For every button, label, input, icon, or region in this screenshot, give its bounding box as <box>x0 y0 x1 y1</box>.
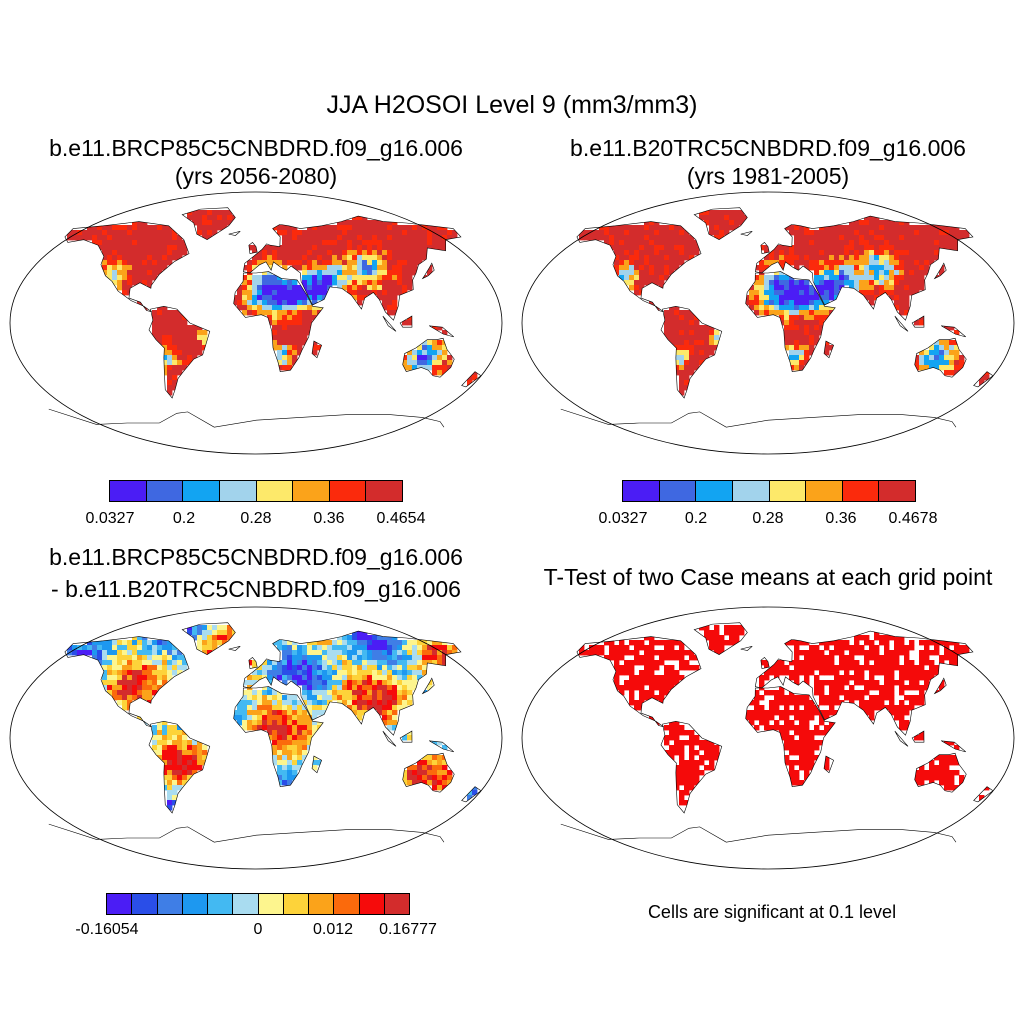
panel2-colorbar <box>622 480 916 502</box>
land-cells <box>579 210 990 396</box>
panel1-map <box>9 191 503 455</box>
coastlines <box>560 207 994 428</box>
colorbar-swatch <box>806 481 843 501</box>
colorbar-swatch <box>110 481 147 501</box>
colorbar-swatch <box>107 894 133 914</box>
map-boundary <box>521 606 1015 870</box>
panel2-colorbar-tick: 0.2 <box>684 510 708 527</box>
panel1-colorbar-tick: 0.0327 <box>85 510 135 527</box>
antarctica-coast <box>560 823 957 843</box>
panel2-colorbar-tick: 0.36 <box>825 510 857 527</box>
antarctica-coast <box>48 823 445 843</box>
colorbar-swatch <box>366 481 402 501</box>
colorbar-swatch <box>219 481 257 501</box>
antarctica-coast <box>48 408 445 428</box>
panel2-map <box>521 191 1015 455</box>
significance-note: Cells are significant at 0.1 level <box>647 902 897 922</box>
panel1-colorbar <box>109 480 403 502</box>
panel1-colorbar-tick: 0.28 <box>240 510 272 527</box>
panel3-colorbar-tick: -0.16054 <box>75 921 139 938</box>
colorbar-swatch <box>623 481 660 501</box>
panel2-title-line2: (yrs 1981-2005) <box>686 163 850 189</box>
colorbar-swatch <box>329 481 367 501</box>
panel3-colorbar-tick: 0 <box>253 921 263 938</box>
colorbar-swatch <box>132 894 158 914</box>
colorbar-swatch <box>384 894 409 914</box>
panel3-colorbar <box>106 893 410 915</box>
colorbar-swatch <box>146 481 184 501</box>
coastlines <box>48 622 482 843</box>
panel3-colorbar-tick: 0.16777 <box>379 921 437 938</box>
colorbar-swatch <box>696 481 733 501</box>
colorbar-swatch <box>334 894 360 914</box>
panel2-colorbar-tick: 0.0327 <box>598 510 648 527</box>
land-cells <box>67 625 478 811</box>
colorbar-swatch <box>157 894 183 914</box>
panel1-title-line1: b.e11.BRCP85C5CNBDRD.f09_g16.006 <box>49 135 463 161</box>
panel3-title-line1: b.e11.BRCP85C5CNBDRD.f09_g16.006 <box>49 544 463 570</box>
panel3-title-line2: - b.e11.B20TRC5CNBDRD.f09_g16.006 <box>51 576 461 602</box>
panel4-map <box>521 606 1015 870</box>
panel1-title-line2: (yrs 2056-2080) <box>174 163 338 189</box>
colorbar-swatch <box>182 894 208 914</box>
colorbar-swatch <box>183 481 220 501</box>
panel3-colorbar-tick: 0.012 <box>312 921 354 938</box>
panel2-title-line1: b.e11.B20TRC5CNBDRD.f09_g16.006 <box>570 135 966 161</box>
main-title: JJA H2OSOI Level 9 (mm3/mm3) <box>326 91 698 119</box>
panel1-colorbar-tick: 0.36 <box>313 510 345 527</box>
land-cells <box>67 210 478 396</box>
colorbar-swatch <box>233 894 259 914</box>
panel2-colorbar-tick: 0.28 <box>752 510 784 527</box>
colorbar-swatch <box>208 894 234 914</box>
colorbar-swatch <box>258 894 284 914</box>
land-cells <box>579 625 990 806</box>
colorbar-swatch <box>256 481 294 501</box>
panel4-title: T-Test of two Case means at each grid po… <box>543 564 993 590</box>
panel1-colorbar-tick: 0.2 <box>172 510 196 527</box>
colorbar-swatch <box>842 481 880 501</box>
coastlines <box>48 207 482 428</box>
colorbar-swatch <box>283 894 309 914</box>
map-boundary <box>9 191 503 455</box>
map-boundary <box>9 606 503 870</box>
panel3-map <box>9 606 503 870</box>
panel1-colorbar-tick: 0.4654 <box>376 510 426 527</box>
colorbar-swatch <box>659 481 697 501</box>
colorbar-swatch <box>359 894 385 914</box>
panel2-colorbar-tick: 0.4678 <box>888 510 938 527</box>
colorbar-swatch <box>769 481 807 501</box>
colorbar-swatch <box>293 481 330 501</box>
colorbar-swatch <box>309 894 335 914</box>
colorbar-swatch <box>879 481 915 501</box>
coastlines <box>560 622 994 843</box>
map-boundary <box>521 191 1015 455</box>
colorbar-swatch <box>732 481 770 501</box>
antarctica-coast <box>560 408 957 428</box>
